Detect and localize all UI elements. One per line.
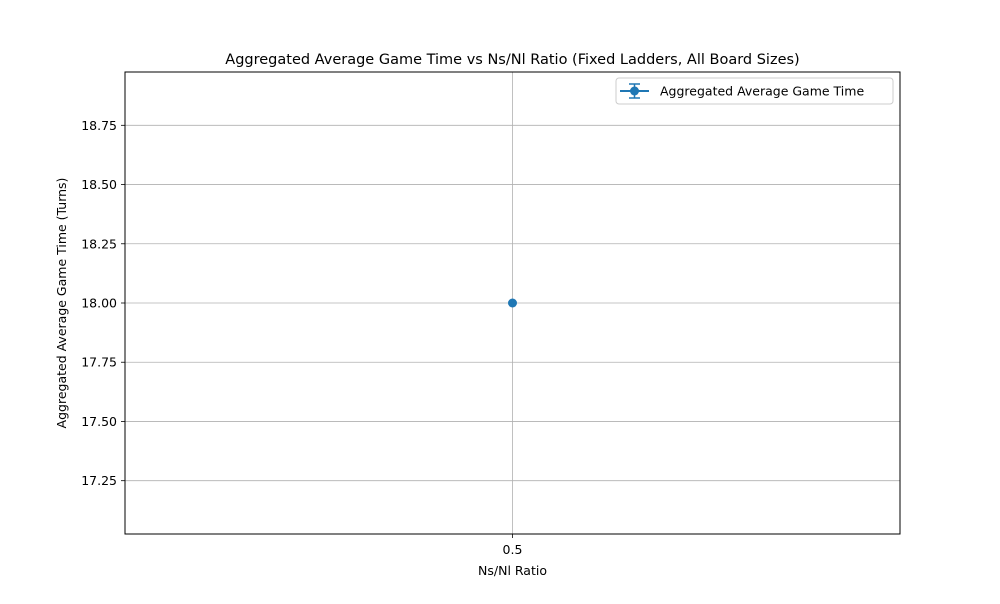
legend-entry-label: Aggregated Average Game Time <box>660 84 864 99</box>
y-tick-label: 18.25 <box>81 236 117 251</box>
legend: Aggregated Average Game Time <box>615 77 894 105</box>
y-axis-label: Aggregated Average Game Time (Turns) <box>54 178 69 429</box>
x-tick-label: 0.5 <box>503 542 523 557</box>
x-axis-label: Ns/Nl Ratio <box>478 563 547 578</box>
legend-point-marker <box>630 86 639 96</box>
chart-title: Aggregated Average Game Time vs Ns/Nl Ra… <box>225 52 799 68</box>
y-tick-label: 17.50 <box>81 414 117 429</box>
data-point <box>508 298 517 308</box>
y-tick-label: 18.00 <box>81 296 117 311</box>
x-axis-ticks: 0.5 <box>503 534 523 557</box>
legend-marker <box>620 83 649 99</box>
y-tick-label: 17.75 <box>81 355 117 370</box>
y-tick-label: 18.75 <box>81 118 117 133</box>
legend-box <box>615 77 894 105</box>
y-tick-label: 18.50 <box>81 177 117 192</box>
axes-frame <box>124 71 901 535</box>
y-tick-label: 17.25 <box>81 473 117 488</box>
series-layer <box>508 298 517 308</box>
y-axis-ticks: 17.25 17.50 17.75 18.00 18.25 18.50 18.75 <box>81 118 125 488</box>
